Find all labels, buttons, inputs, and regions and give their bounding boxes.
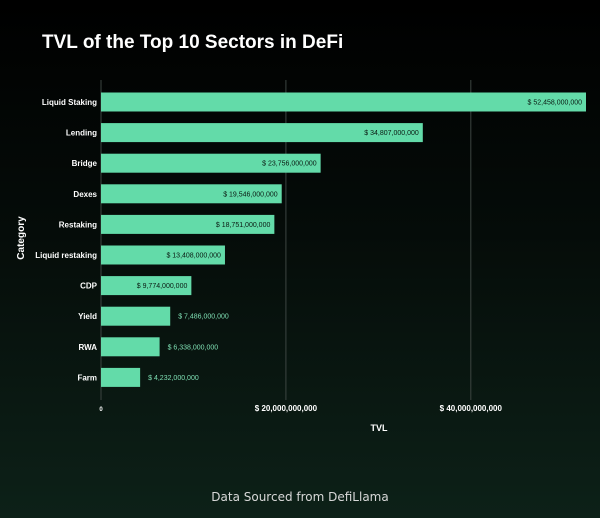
bar-5	[101, 245, 225, 265]
chart-title: TVL of the Top 10 Sectors in DeFi	[42, 32, 344, 53]
value-label-7: $ 7,486,000,000	[178, 314, 229, 321]
y-axis-label: Category	[16, 216, 27, 260]
category-label-9: Farm	[77, 373, 97, 382]
value-label-3: $ 19,546,000,000	[223, 191, 278, 198]
category-label-6: CDP	[80, 282, 98, 291]
data-source-footer: Data Sourced from DefiLlama	[211, 490, 389, 504]
category-label-0: Liquid Staking	[42, 98, 97, 107]
bar-9	[101, 367, 141, 387]
value-label-4: $ 18,751,000,000	[216, 222, 271, 229]
category-label-1: Lending	[66, 129, 97, 138]
x-tick-label-0: 0	[99, 407, 103, 413]
category-label-7: Yield	[78, 312, 97, 321]
x-tick-label-1: $ 20,000,000,000	[255, 404, 318, 413]
x-axis-label: TVL	[371, 423, 389, 433]
bar-8	[101, 337, 160, 357]
labels: 0 $ 20,000,000,000 $ 40,000,000,000 Liquid …	[35, 98, 582, 413]
category-label-3: Dexes	[73, 190, 97, 199]
value-label-0: $ 52,458,000,000	[528, 100, 583, 107]
bar-0	[101, 92, 586, 112]
bar-1	[101, 123, 423, 143]
bar-6	[101, 276, 192, 296]
bar-2	[101, 153, 321, 173]
value-label-6: $ 9,774,000,000	[137, 283, 188, 290]
value-label-9: $ 4,232,000,000	[148, 375, 199, 382]
category-label-4: Restaking	[59, 220, 97, 229]
bars	[101, 92, 586, 387]
value-label-5: $ 13,408,000,000	[166, 253, 221, 260]
value-label-8: $ 6,338,000,000	[168, 344, 219, 351]
category-label-8: RWA	[78, 343, 97, 352]
bar-4	[101, 214, 275, 234]
value-label-2: $ 23,756,000,000	[262, 161, 317, 168]
bar-3	[101, 184, 282, 204]
bar-7	[101, 306, 171, 326]
x-tick-label-2: $ 40,000,000,000	[440, 404, 503, 413]
bar-chart: 0 $ 20,000,000,000 $ 40,000,000,000 Liquid …	[16, 80, 586, 433]
category-label-5: Liquid restaking	[35, 251, 97, 260]
value-label-1: $ 34,807,000,000	[364, 130, 419, 137]
category-label-2: Bridge	[72, 159, 98, 168]
